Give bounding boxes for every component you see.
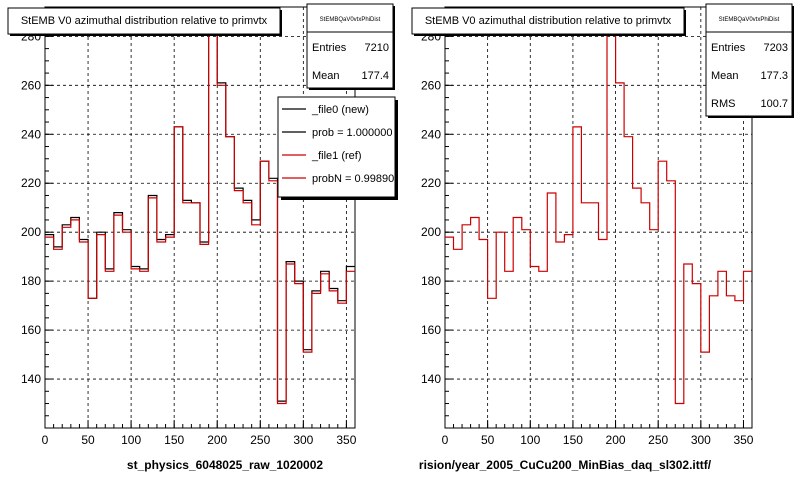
legend-label: _file0 (new): [311, 104, 369, 116]
y-tick-label: 260: [421, 78, 441, 92]
x-tick-label: 350: [336, 433, 356, 447]
stats-value: 100.7: [760, 98, 788, 110]
histogram-panel-ref: 0 50 100 150 200 250 300 350 140 160 180 200 220 240 2…: [411, 3, 794, 472]
stats-box: [306, 3, 394, 89]
stats-value: 177.4: [361, 70, 389, 82]
stats-box: [705, 3, 793, 117]
stats-label: Mean: [711, 70, 739, 82]
stats-label: RMS: [711, 98, 735, 110]
stats-value: 177.3: [760, 70, 788, 82]
histogram-panel-new-vs-ref: 0 50 100 150 200 250 300 350 140 160 180 200 220 240 2…: [7, 3, 400, 472]
x-tick-label: 300: [691, 433, 711, 447]
chart-title: StEMB V0 azimuthal distribution relative…: [21, 15, 268, 27]
x-tick-label: 200: [606, 433, 626, 447]
x-tick-label: 300: [293, 433, 313, 447]
x-tick-label: 150: [563, 433, 583, 447]
x-tick-label: 250: [648, 433, 668, 447]
stats-name: StEMBQaV0vtxPhiDist: [719, 17, 780, 23]
stats-name: StEMBQaV0vtxPhiDist: [320, 17, 381, 23]
y-tick-label: 140: [421, 372, 441, 386]
legend-label: _file1 (ref): [311, 150, 362, 162]
x-tick-label: 250: [250, 433, 270, 447]
x-tick-label: 100: [520, 433, 540, 447]
chart-title: StEMB V0 azimuthal distribution relative…: [425, 15, 672, 27]
x-tick-label: 350: [733, 433, 753, 447]
y-tick-label: 200: [421, 225, 441, 239]
y-tick-label: 160: [21, 323, 41, 337]
legend-label: prob = 1.000000: [312, 127, 392, 139]
histogram-series-ref: [445, 23, 752, 405]
legend-entries: _file0 (new) prob = 1.000000 _file1 (ref) p…: [282, 104, 400, 185]
x-tick-label: 150: [164, 433, 184, 447]
y-tick-label: 180: [421, 274, 441, 288]
x-tick-label: 50: [481, 433, 495, 447]
y-tick-label: 180: [21, 274, 41, 288]
legend: _file0 (new) prob = 1.000000 _file1 (ref) p…: [277, 96, 400, 200]
x-tick-label: 0: [442, 433, 449, 447]
stats-label: Entries: [312, 42, 347, 54]
title-box: [7, 7, 281, 35]
file-label: st_physics_6048025_raw_1020002: [127, 458, 323, 472]
stats-value: 7203: [764, 42, 788, 54]
x-tick-label: 0: [42, 433, 49, 447]
y-tick-label: 140: [21, 372, 41, 386]
y-tick-label: 160: [421, 323, 441, 337]
x-tick-label: 100: [121, 433, 141, 447]
y-tick-label: 200: [21, 225, 41, 239]
histogram-series-ref: [45, 23, 355, 405]
stats-label: Entries: [711, 42, 746, 54]
x-tick-label: 200: [207, 433, 227, 447]
title-box: [411, 7, 685, 35]
y-tick-label: 220: [21, 176, 41, 190]
file-label: rision/year_2005_CuCu200_MinBias_daq_sl3…: [419, 458, 712, 472]
y-tick-label: 240: [421, 127, 441, 141]
x-tick-label: 50: [81, 433, 95, 447]
y-tick-label: 220: [421, 176, 441, 190]
y-tick-label: 240: [21, 127, 41, 141]
y-tick-label: 260: [21, 78, 41, 92]
stats-label: Mean: [312, 70, 340, 82]
legend-box: [277, 96, 396, 198]
stats-value: 7210: [365, 42, 389, 54]
legend-label: probN = 0.998907: [312, 173, 400, 185]
